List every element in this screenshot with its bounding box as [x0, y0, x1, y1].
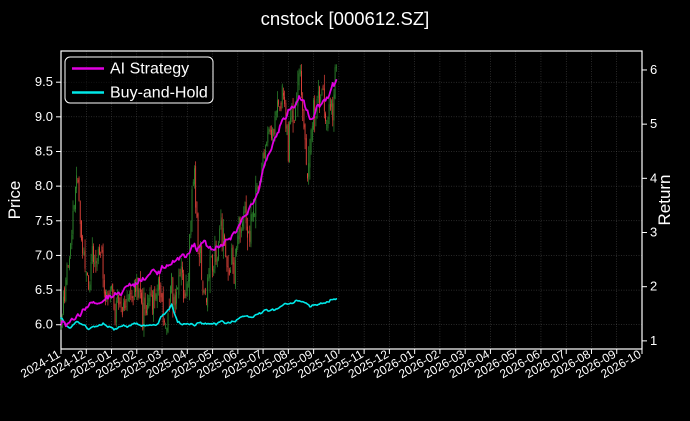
- svg-text:Return: Return: [655, 174, 674, 225]
- svg-text:5: 5: [650, 116, 657, 131]
- svg-text:6.0: 6.0: [35, 317, 53, 332]
- svg-text:9.5: 9.5: [35, 74, 53, 89]
- svg-text:AI Strategy: AI Strategy: [110, 61, 189, 78]
- svg-text:6.5: 6.5: [35, 282, 53, 297]
- svg-text:7.0: 7.0: [35, 247, 53, 262]
- svg-text:8.5: 8.5: [35, 143, 53, 158]
- svg-text:9.0: 9.0: [35, 109, 53, 124]
- svg-text:1: 1: [650, 333, 657, 348]
- svg-text:Buy-and-Hold: Buy-and-Hold: [110, 85, 208, 102]
- svg-text:Price: Price: [5, 181, 24, 220]
- svg-text:8.0: 8.0: [35, 178, 53, 193]
- svg-text:7.5: 7.5: [35, 213, 53, 228]
- svg-text:6: 6: [650, 62, 657, 77]
- svg-text:2: 2: [650, 279, 657, 294]
- svg-text:3: 3: [650, 225, 657, 240]
